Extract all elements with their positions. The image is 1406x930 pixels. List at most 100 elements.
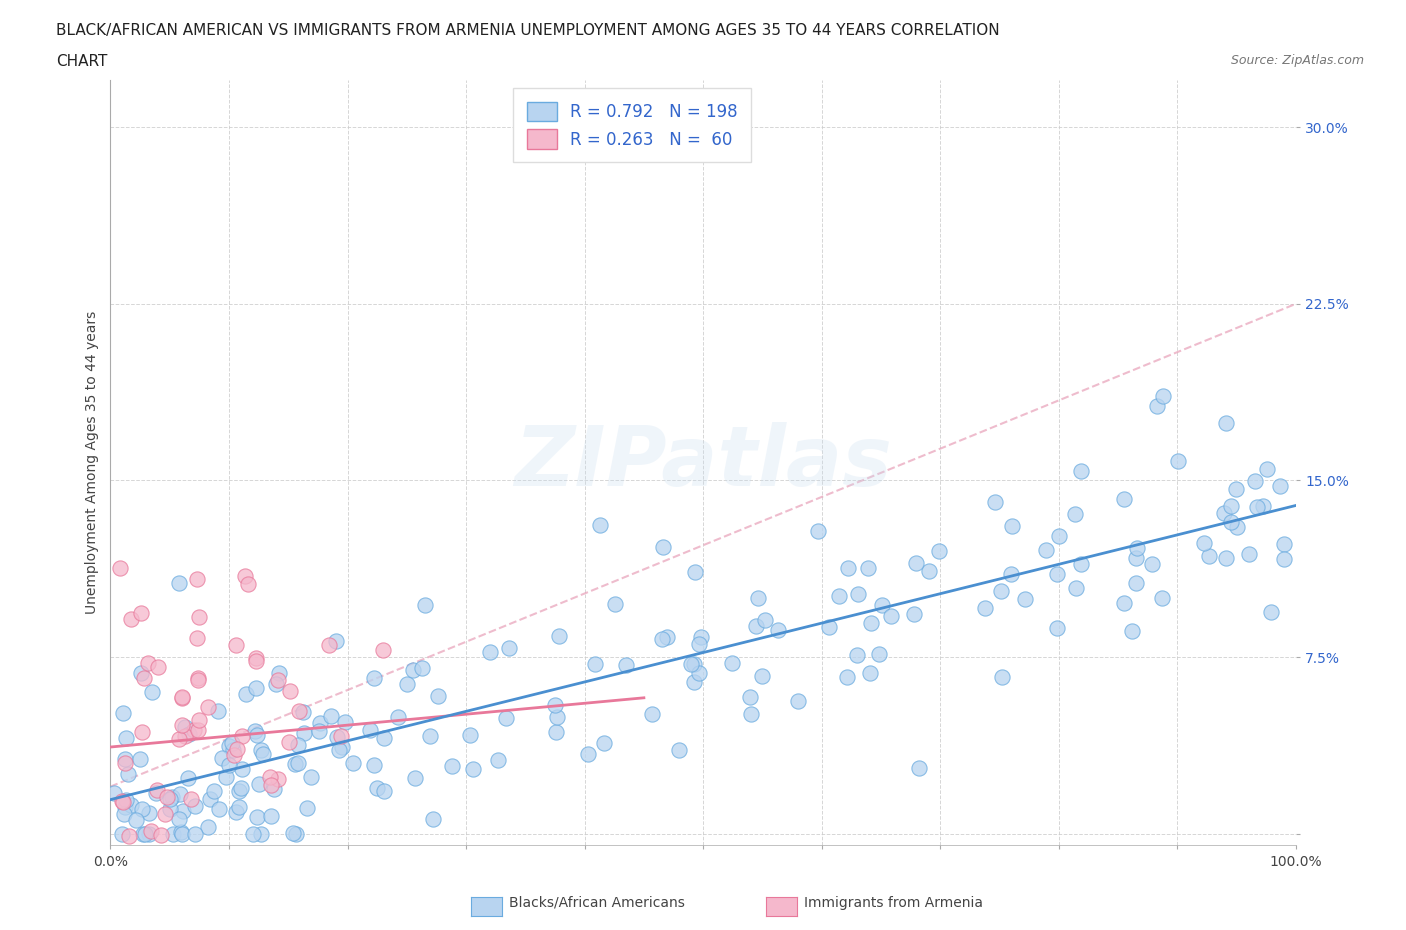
Point [333, 714, 356, 729]
Point [463, 761, 485, 776]
Point [218, 758, 240, 773]
Point [169, 732, 191, 747]
Point [1270, 479, 1292, 494]
Point [544, 724, 567, 739]
Point [904, 555, 927, 570]
Point [652, 539, 675, 554]
Text: BLACK/AFRICAN AMERICAN VS IMMIGRANTS FROM ARMENIA UNEMPLOYMENT AMONG AGES 35 TO : BLACK/AFRICAN AMERICAN VS IMMIGRANTS FRO… [56, 23, 1000, 38]
Point [1219, 514, 1241, 529]
Point [187, 671, 209, 685]
Point [245, 681, 267, 696]
Point [242, 826, 264, 841]
Point [419, 728, 441, 743]
Point [328, 742, 350, 757]
Point [828, 589, 851, 604]
Point [128, 751, 150, 766]
Point [172, 717, 194, 732]
Point [141, 685, 163, 700]
Point [655, 630, 678, 644]
Point [108, 850, 131, 865]
Point [174, 850, 197, 865]
Point [281, 826, 304, 841]
Point [721, 656, 744, 671]
Point [641, 706, 664, 721]
Point [139, 823, 162, 838]
Point [411, 661, 433, 676]
Point [170, 690, 193, 705]
Point [651, 631, 673, 646]
Point [284, 757, 307, 772]
Point [222, 747, 245, 762]
Point [167, 812, 190, 827]
Point [1070, 464, 1092, 479]
Y-axis label: Unemployment Among Ages 35 to 44 years: Unemployment Among Ages 35 to 44 years [86, 312, 100, 615]
Point [207, 703, 229, 718]
Point [918, 564, 941, 578]
Point [215, 770, 238, 785]
Point [329, 729, 352, 744]
Point [108, 561, 131, 576]
Point [1226, 519, 1249, 534]
Point [169, 575, 191, 590]
Point [267, 666, 290, 681]
Point [1239, 547, 1261, 562]
Point [1064, 507, 1087, 522]
Point [603, 596, 626, 611]
Point [187, 850, 209, 865]
Point [132, 850, 155, 865]
Point [546, 710, 568, 724]
Point [246, 727, 269, 742]
Point [231, 762, 253, 777]
Point [583, 657, 606, 671]
Point [225, 804, 247, 819]
Point [245, 651, 267, 666]
Point [1272, 551, 1295, 566]
Point [253, 850, 276, 865]
Point [117, 766, 139, 781]
Point [162, 826, 184, 841]
Point [229, 781, 252, 796]
Point [259, 770, 281, 785]
Point [129, 605, 152, 620]
Point [1215, 416, 1237, 431]
Point [309, 716, 332, 731]
Point [225, 637, 247, 652]
Point [488, 753, 510, 768]
Point [1260, 604, 1282, 619]
Point [114, 756, 136, 771]
Point [183, 799, 205, 814]
Point [1152, 591, 1174, 605]
Point [112, 806, 135, 821]
Point [131, 802, 153, 817]
Point [187, 850, 209, 865]
Point [226, 741, 249, 756]
Point [614, 658, 637, 672]
Point [287, 756, 309, 771]
Point [187, 723, 209, 737]
Point [367, 850, 389, 865]
Point [690, 630, 713, 644]
Point [249, 826, 271, 841]
Point [162, 790, 184, 804]
Point [373, 731, 395, 746]
Point [458, 727, 481, 742]
Point [1192, 536, 1215, 551]
Point [228, 800, 250, 815]
Point [754, 613, 776, 628]
Point [363, 671, 385, 685]
Point [247, 777, 270, 791]
Point [278, 735, 301, 750]
Point [835, 669, 858, 684]
Point [186, 571, 208, 586]
Point [1142, 556, 1164, 571]
Point [235, 686, 257, 701]
Point [427, 688, 450, 703]
Point [291, 850, 314, 865]
Point [228, 783, 250, 798]
Point [325, 633, 347, 648]
Point [111, 795, 134, 810]
Point [342, 755, 364, 770]
Point [138, 850, 160, 865]
Point [880, 609, 903, 624]
Point [202, 784, 225, 799]
